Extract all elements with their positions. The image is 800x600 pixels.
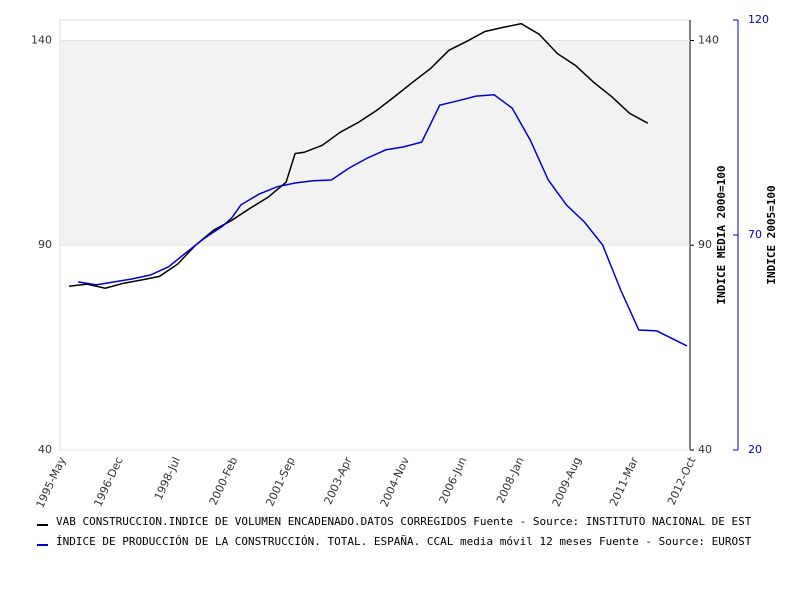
x-tick-label: 2003-Apr bbox=[322, 455, 355, 507]
y-tick-label: 40 bbox=[38, 443, 52, 456]
x-tick-label: 2006-Jun bbox=[437, 455, 470, 506]
y-right-tick-label: 90 bbox=[698, 238, 712, 251]
y-right-tick-label: 140 bbox=[698, 33, 719, 46]
y2-tick-label: 120 bbox=[748, 13, 769, 26]
x-tick-label: 2004-Nov bbox=[378, 455, 413, 509]
y-tick-label: 90 bbox=[38, 238, 52, 251]
x-tick-label: 1996-Dec bbox=[91, 455, 125, 509]
legend-label: ÍNDICE DE PRODUCCIÓN DE LA CONSTRUCCIÓN.… bbox=[56, 535, 752, 548]
x-tick-label: 2000-Feb bbox=[207, 455, 241, 507]
x-tick-label: 2012-Oct bbox=[665, 454, 699, 507]
x-tick-label: 2011-Mar bbox=[607, 455, 641, 509]
x-tick-label: 2001-Sep bbox=[263, 455, 297, 508]
y2-tick-label: 20 bbox=[748, 443, 762, 456]
shaded-band bbox=[61, 40, 689, 246]
x-tick-label: 2009-Aug bbox=[550, 455, 584, 509]
y2-tick-label: 70 bbox=[748, 228, 762, 241]
legend-label: VAB CONSTRUCCION.INDICE DE VOLUMEN ENCAD… bbox=[56, 515, 752, 528]
y2-axis-title: INDICE 2005=100 bbox=[765, 185, 778, 284]
series-line bbox=[77, 94, 688, 347]
y-right-tick-label: 40 bbox=[698, 443, 712, 456]
x-tick-label: 1995-May bbox=[34, 455, 69, 511]
x-tick-label: 1998-Jul bbox=[152, 455, 183, 502]
y-axis-title: INDICE MEDIA 2000=100 bbox=[715, 165, 728, 304]
x-tick-label: 2008-Jan bbox=[494, 455, 527, 505]
series-line bbox=[68, 22, 649, 289]
y-tick-label: 140 bbox=[31, 33, 52, 46]
